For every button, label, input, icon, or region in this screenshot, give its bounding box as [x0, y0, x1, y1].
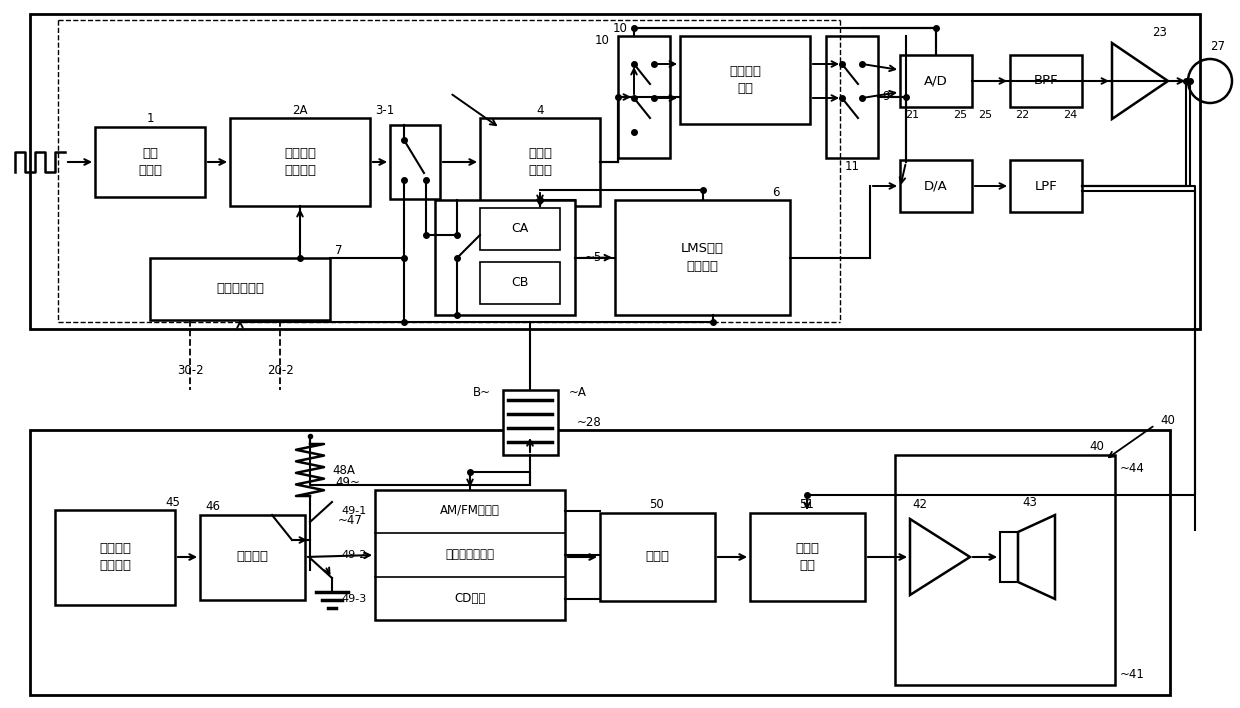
Text: ~44: ~44: [1120, 462, 1145, 476]
FancyBboxPatch shape: [200, 515, 305, 600]
Text: ~A: ~A: [569, 385, 587, 399]
Text: 盒式磁带录音座: 盒式磁带录音座: [445, 549, 495, 561]
Text: 自适应
滤波器: 自适应 滤波器: [528, 147, 552, 177]
Text: 10: 10: [613, 21, 627, 35]
FancyBboxPatch shape: [615, 200, 790, 315]
FancyBboxPatch shape: [826, 36, 878, 158]
Text: CB: CB: [511, 277, 528, 290]
Text: 51: 51: [800, 498, 815, 511]
FancyBboxPatch shape: [900, 55, 972, 107]
Text: 49-1: 49-1: [342, 506, 367, 516]
Text: 48A: 48A: [332, 464, 355, 476]
Text: 9: 9: [882, 91, 889, 103]
Text: 25: 25: [952, 110, 967, 120]
Text: AM/FM调谐器: AM/FM调谐器: [440, 505, 500, 518]
FancyBboxPatch shape: [999, 532, 1018, 582]
Text: 加法器
电路: 加法器 电路: [795, 542, 818, 572]
Text: 10: 10: [595, 35, 610, 47]
Text: BPF: BPF: [1034, 74, 1058, 88]
Text: 3-1: 3-1: [376, 103, 394, 117]
Text: 49-2: 49-2: [342, 550, 367, 560]
Text: 43: 43: [1023, 496, 1038, 508]
FancyBboxPatch shape: [391, 125, 440, 199]
Text: A/D: A/D: [924, 74, 947, 88]
Text: 2A: 2A: [293, 103, 308, 117]
FancyBboxPatch shape: [435, 200, 575, 315]
Text: 波形
整形器: 波形 整形器: [138, 147, 162, 177]
Text: B~: B~: [472, 385, 491, 399]
Text: 25: 25: [978, 110, 992, 120]
Text: CA: CA: [511, 222, 528, 236]
FancyBboxPatch shape: [30, 430, 1171, 695]
Text: D/A: D/A: [924, 180, 947, 193]
Text: 40: 40: [1159, 413, 1174, 426]
FancyBboxPatch shape: [95, 127, 205, 197]
FancyBboxPatch shape: [480, 118, 600, 206]
FancyBboxPatch shape: [1011, 55, 1083, 107]
Text: 控制电路: 控制电路: [236, 551, 268, 564]
Text: 11: 11: [844, 159, 859, 173]
Text: ~47: ~47: [339, 513, 363, 527]
Text: 21: 21: [905, 110, 919, 120]
Text: CD卡座: CD卡座: [454, 593, 486, 605]
Text: 46: 46: [205, 501, 219, 513]
Text: 4: 4: [536, 103, 544, 117]
FancyBboxPatch shape: [750, 513, 866, 601]
FancyBboxPatch shape: [30, 14, 1200, 329]
Text: 1: 1: [146, 113, 154, 125]
Text: 24: 24: [1063, 110, 1078, 120]
Text: 49-3: 49-3: [342, 594, 367, 604]
Text: 49~: 49~: [335, 476, 360, 489]
Text: 45: 45: [165, 496, 180, 508]
FancyBboxPatch shape: [680, 36, 810, 124]
Text: 27: 27: [1210, 40, 1225, 52]
Text: 20-2: 20-2: [267, 363, 294, 377]
FancyBboxPatch shape: [600, 513, 715, 601]
Text: 指令按键
开关组件: 指令按键 开关组件: [99, 542, 131, 572]
FancyBboxPatch shape: [480, 262, 560, 304]
Text: 40: 40: [1090, 440, 1105, 454]
FancyBboxPatch shape: [229, 118, 370, 206]
Text: 30-2: 30-2: [176, 363, 203, 377]
Text: LPF: LPF: [1034, 180, 1058, 193]
Text: 均衡器: 均衡器: [645, 551, 670, 564]
FancyBboxPatch shape: [480, 208, 560, 250]
Text: 22: 22: [1016, 110, 1029, 120]
Text: 42: 42: [913, 498, 928, 511]
FancyBboxPatch shape: [1011, 160, 1083, 212]
FancyBboxPatch shape: [618, 36, 670, 158]
Text: ~28: ~28: [577, 416, 601, 428]
Text: 7: 7: [335, 244, 342, 256]
Text: 23: 23: [1152, 26, 1167, 40]
Text: 基本信号
产生电路: 基本信号 产生电路: [284, 147, 316, 177]
FancyBboxPatch shape: [503, 390, 558, 455]
Text: ~41: ~41: [1120, 668, 1145, 682]
Text: 6: 6: [773, 185, 780, 198]
Text: 开关控制电路: 开关控制电路: [216, 282, 264, 295]
FancyBboxPatch shape: [374, 490, 565, 620]
Text: 故障诊断
电路: 故障诊断 电路: [729, 65, 761, 95]
FancyBboxPatch shape: [900, 160, 972, 212]
Text: 50: 50: [650, 498, 665, 511]
FancyBboxPatch shape: [150, 258, 330, 320]
Text: ~5: ~5: [585, 251, 603, 264]
Text: LMS算法
处理电路: LMS算法 处理电路: [681, 243, 724, 273]
FancyBboxPatch shape: [55, 510, 175, 605]
